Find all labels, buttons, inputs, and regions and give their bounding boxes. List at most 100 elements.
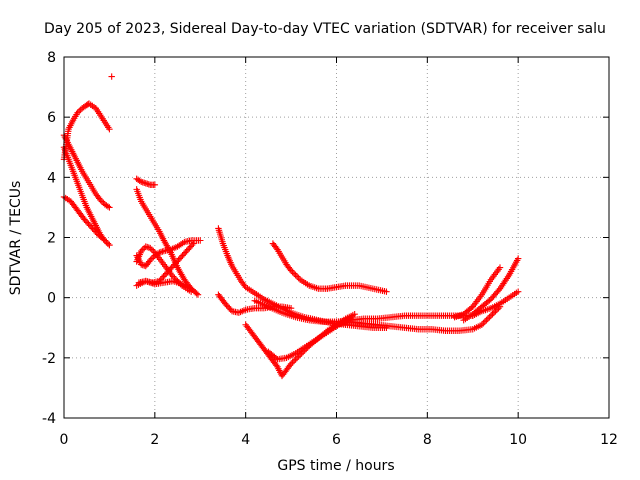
data-point [104,203,112,210]
data-point [514,288,522,295]
data-point [478,321,486,328]
data-point [92,228,99,235]
data-point [514,255,522,262]
data-point [487,312,495,319]
data-point [486,314,493,321]
data-point [104,240,112,247]
data-point [176,255,184,262]
data-point [490,309,498,316]
series-track-e [133,186,202,298]
series-track-t [451,264,504,321]
data-point [136,177,143,185]
data-point [90,226,98,234]
data-point [147,244,154,252]
data-point [148,246,156,253]
data-point [222,300,229,307]
data-point [293,273,301,280]
data-point [85,220,92,228]
series-track-s [469,288,522,319]
data-point [74,109,81,116]
data-point [241,282,248,289]
data-point [83,219,91,226]
data-point [290,357,298,365]
data-point [89,225,96,232]
data-point [86,222,94,229]
series-track-m [269,240,390,295]
data-point [188,241,196,249]
series-track-j [133,277,195,292]
data-point [101,237,109,244]
data-point [186,244,193,252]
y-tick-label: 6 [47,110,56,126]
data-point [224,303,232,310]
data-point [468,304,475,312]
data-point [292,356,299,363]
x-axis-label: GPS time / hours [277,458,394,474]
data-point [171,261,178,268]
data-point [194,291,202,298]
data-point [147,256,154,264]
data-points [60,73,522,380]
data-point [496,264,504,271]
x-tick-label: 4 [241,432,250,448]
data-point [187,285,195,292]
y-tick-label: -2 [42,351,56,367]
series-track-d [60,193,113,249]
y-tick-label: 2 [47,231,56,247]
data-point [81,216,88,223]
x-tick-label: 8 [423,432,432,448]
data-point [289,359,296,366]
data-point [169,262,177,270]
data-point [223,301,230,309]
x-tick-label: 6 [332,432,341,448]
data-point [190,240,197,247]
data-point [492,308,499,315]
y-axis-label: SDTVAR / TECUs [8,181,24,296]
data-point [293,354,301,362]
data-point [177,253,185,261]
data-point [138,247,145,255]
x-tick-label: 0 [60,432,69,448]
y-tick-label: 4 [47,170,56,186]
data-point [289,268,296,276]
data-point [481,318,489,325]
data-point [480,320,487,327]
y-tick-label: -4 [42,411,56,427]
data-point [182,249,189,256]
data-point [383,288,390,295]
data-point [483,317,490,324]
data-point [93,229,100,237]
data-point [184,246,192,253]
data-point [486,297,493,304]
data-point [161,271,169,279]
data-point [183,247,190,255]
data-point [292,271,299,279]
data-point [106,241,113,249]
data-point [151,181,159,189]
data-point [175,256,182,264]
data-point [226,304,233,312]
data-point [187,243,194,250]
data-point [106,126,113,133]
data-point [75,107,83,115]
x-tick-label: 2 [150,432,159,448]
data-point [103,238,110,246]
data-point [273,244,280,252]
data-point [295,353,302,360]
data-point [273,362,280,369]
x-tick-label: 10 [509,432,527,448]
data-point [493,306,501,313]
data-point [272,354,280,362]
data-point [193,290,200,297]
data-point [172,259,179,267]
data-point [97,196,104,204]
data-point [160,273,167,280]
series-outlier [108,73,115,80]
series-track-c [60,144,113,249]
y-tick-label: 0 [47,291,56,307]
data-point [287,304,295,312]
data-point [82,217,89,225]
data-point [296,351,304,359]
data-point [197,237,204,244]
